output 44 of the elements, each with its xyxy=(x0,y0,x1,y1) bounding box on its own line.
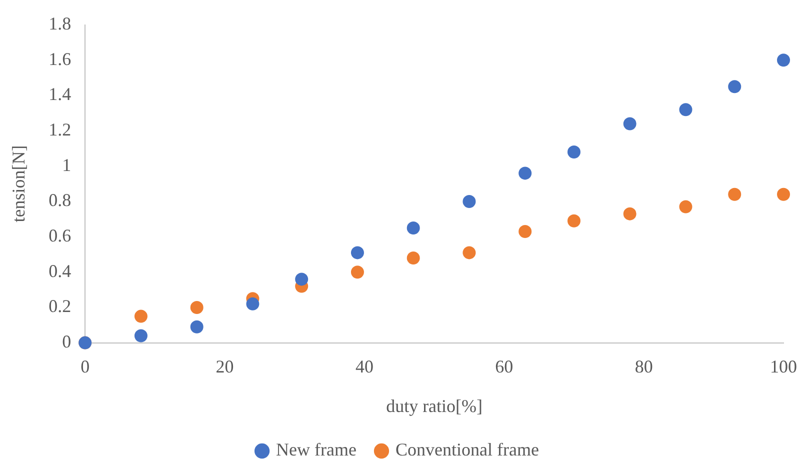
y-tick-label: 1.2 xyxy=(48,120,72,140)
point xyxy=(134,329,148,342)
point xyxy=(462,194,476,208)
y-tick-label: 0 xyxy=(62,332,72,352)
y-tick-label: 0.8 xyxy=(48,190,72,210)
x-tick-label: 20 xyxy=(216,356,234,376)
point xyxy=(567,214,580,228)
point xyxy=(623,117,636,130)
legend-label: Conventional frame xyxy=(396,440,539,460)
point xyxy=(295,272,308,286)
point xyxy=(406,221,420,234)
point xyxy=(190,320,204,334)
point xyxy=(462,246,476,260)
y-tick-label: 1.8 xyxy=(48,14,72,34)
point xyxy=(679,200,692,214)
x-tick-label: 40 xyxy=(355,356,374,376)
point xyxy=(350,266,364,279)
point xyxy=(350,246,364,260)
point xyxy=(728,188,742,201)
y-tick-label: 0.4 xyxy=(48,260,72,281)
x-axis-title: duty ratio[%] xyxy=(386,396,483,416)
x-tick-label: 80 xyxy=(634,356,653,376)
point xyxy=(406,252,420,264)
y-tick-label: 1.4 xyxy=(48,84,72,104)
point xyxy=(777,54,790,67)
y-tick-label: 0.6 xyxy=(48,226,72,246)
point xyxy=(728,80,742,94)
y-tick-label: 1 xyxy=(62,154,72,175)
x-tick-label: 60 xyxy=(495,356,514,376)
point xyxy=(134,310,148,323)
x-tick-label: 100 xyxy=(770,356,797,376)
point xyxy=(623,207,636,220)
y-axis-title: tension[N] xyxy=(8,145,29,222)
point xyxy=(246,297,260,310)
y-tick-label: 1.6 xyxy=(48,48,72,69)
point xyxy=(679,103,692,116)
point xyxy=(190,300,204,314)
legend-label: New frame xyxy=(276,440,357,460)
point xyxy=(777,188,790,201)
y-tick-label: 0.2 xyxy=(48,296,72,316)
point xyxy=(567,146,580,158)
x-tick-label: 0 xyxy=(80,356,90,376)
point xyxy=(518,166,532,180)
point xyxy=(518,225,532,238)
